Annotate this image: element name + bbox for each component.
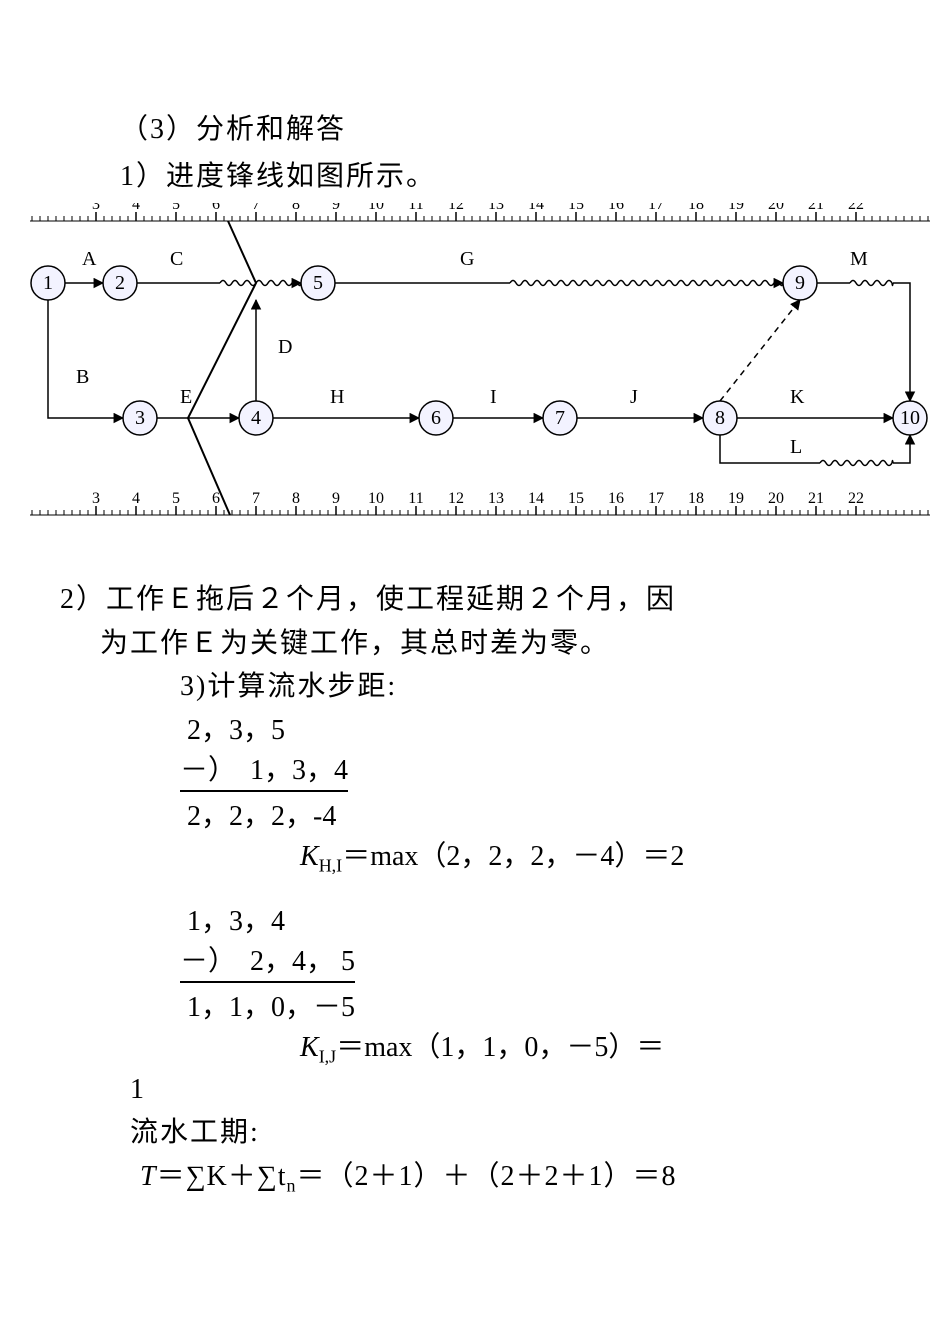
svg-text:16: 16	[608, 490, 624, 507]
svg-text:22: 22	[848, 203, 864, 213]
svg-text:14: 14	[528, 490, 544, 507]
svg-text:6: 6	[431, 407, 441, 429]
svg-text:7: 7	[555, 407, 565, 429]
calc1-row2: －） 1，3，4	[180, 748, 348, 788]
svg-text:16: 16	[608, 203, 624, 213]
svg-text:7: 7	[252, 203, 260, 213]
svg-text:2: 2	[115, 272, 125, 294]
svg-text:18: 18	[688, 203, 704, 213]
section-heading-1: 1）进度锋线如图所示。	[120, 157, 925, 198]
svg-text:1: 1	[43, 272, 53, 294]
svg-text:18: 18	[688, 490, 704, 507]
svg-text:13: 13	[488, 490, 504, 507]
calc-block-1: 2，3，5 －） 1，3，4 2，2，2，-4	[180, 708, 925, 834]
svg-text:E: E	[180, 386, 192, 408]
svg-text:G: G	[460, 248, 474, 270]
network-diagram: 3456789101112131415161718192021223456789…	[20, 203, 925, 538]
svg-text:K: K	[790, 386, 805, 408]
svg-text:4: 4	[132, 203, 140, 213]
svg-text:13: 13	[488, 203, 504, 213]
svg-text:19: 19	[728, 490, 744, 507]
svg-text:21: 21	[808, 203, 824, 213]
svg-text:I: I	[490, 386, 497, 408]
svg-text:5: 5	[172, 490, 180, 507]
paragraph-2a: 2）工作Ｅ拖后２个月，使工程延期２个月，因	[60, 578, 925, 621]
calc2-row3: 1，1，0，－5	[180, 981, 355, 1025]
svg-text:10: 10	[900, 407, 920, 429]
svg-text:15: 15	[568, 203, 584, 213]
calc2-formula: KI,J＝max（1，1，0，－5）＝	[300, 1025, 925, 1068]
svg-text:10: 10	[368, 203, 384, 213]
svg-text:C: C	[170, 248, 183, 270]
svg-text:15: 15	[568, 490, 584, 507]
calc-block-2: 1，3，4 －） 2，4， 5 1，1，0，－5	[180, 899, 925, 1025]
paragraph-3: 3)计算流水步距:	[180, 665, 925, 708]
svg-text:M: M	[850, 248, 868, 270]
svg-text:8: 8	[715, 407, 725, 429]
svg-text:14: 14	[528, 203, 544, 213]
svg-text:4: 4	[251, 407, 261, 429]
svg-text:10: 10	[368, 490, 384, 507]
final-formula: T＝∑K＋∑tn＝（2＋1）＋（2＋2＋1）＝8	[140, 1154, 925, 1197]
calc1-formula: KH,I＝max（2，2，2，－4）＝2	[300, 834, 925, 877]
svg-text:12: 12	[448, 203, 464, 213]
svg-text:17: 17	[648, 203, 664, 213]
svg-text:20: 20	[768, 490, 784, 507]
svg-text:4: 4	[132, 490, 140, 507]
svg-text:J: J	[630, 386, 638, 408]
svg-text:9: 9	[332, 490, 340, 507]
svg-text:20: 20	[768, 203, 784, 213]
svg-text:3: 3	[92, 203, 100, 213]
svg-text:22: 22	[848, 490, 864, 507]
svg-text:B: B	[76, 366, 89, 388]
svg-text:11: 11	[408, 203, 423, 213]
calc1-row1: 2，3，5	[180, 708, 348, 748]
svg-text:3: 3	[135, 407, 145, 429]
svg-text:L: L	[790, 436, 802, 458]
calc2-row1: 1，3，4	[180, 899, 355, 939]
hanging-1: 1	[130, 1068, 925, 1111]
svg-text:7: 7	[252, 490, 260, 507]
svg-text:9: 9	[795, 272, 805, 294]
svg-text:A: A	[82, 248, 97, 270]
svg-text:6: 6	[212, 490, 220, 507]
svg-text:17: 17	[648, 490, 664, 507]
svg-text:3: 3	[92, 490, 100, 507]
paragraph-2b: 为工作Ｅ为关键工作，其总时差为零。	[100, 622, 925, 665]
svg-text:12: 12	[448, 490, 464, 507]
calc2-row2: －） 2，4， 5	[180, 939, 355, 979]
svg-text:6: 6	[212, 203, 220, 213]
svg-text:19: 19	[728, 203, 744, 213]
svg-text:D: D	[278, 336, 292, 358]
svg-text:8: 8	[292, 203, 300, 213]
svg-text:21: 21	[808, 490, 824, 507]
svg-text:H: H	[330, 386, 344, 408]
flow-period-label: 流水工期:	[130, 1111, 925, 1154]
svg-text:11: 11	[408, 490, 423, 507]
svg-text:8: 8	[292, 490, 300, 507]
svg-text:9: 9	[332, 203, 340, 213]
svg-text:5: 5	[313, 272, 323, 294]
section-heading-3: （3）分析和解答	[120, 110, 925, 151]
svg-text:5: 5	[172, 203, 180, 213]
calc1-row3: 2，2，2，-4	[180, 790, 348, 834]
